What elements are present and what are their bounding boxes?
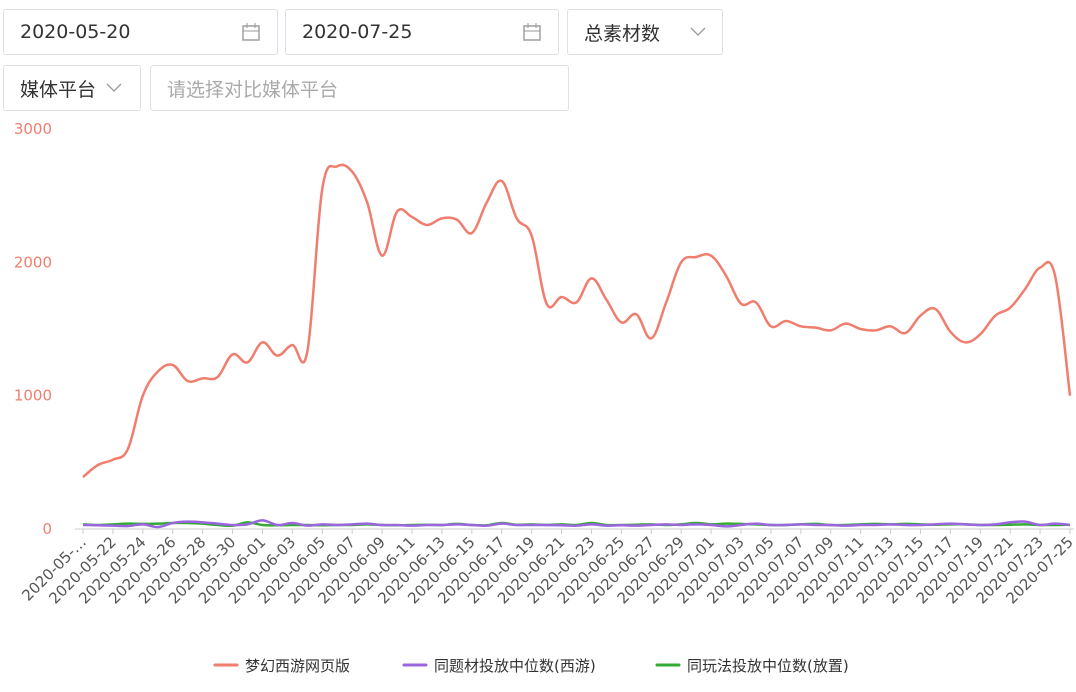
y-tick-label: 0: [42, 520, 52, 538]
start-date-input[interactable]: 2020-05-20: [3, 9, 278, 55]
chevron-icon: [690, 27, 706, 36]
y-tick-label: 1000: [14, 387, 52, 405]
calendar-icon: [242, 23, 260, 41]
metric: 总素材数: [584, 22, 661, 45]
legend-label: 同题材投放中位数(西游): [434, 657, 596, 675]
media-select[interactable]: 媒体平台: [3, 65, 141, 111]
end-date: 2020-07-25: [302, 21, 413, 43]
end-date-input[interactable]: 2020-07-25: [285, 9, 559, 55]
chevron-icon: [106, 83, 122, 92]
series-line: [82, 163, 1072, 478]
y-tick-label: 3000: [14, 120, 52, 138]
calendar-icon: [523, 23, 541, 41]
legend-label: 同玩法投放中位数(放置): [687, 657, 849, 675]
start-date: 2020-05-20: [20, 21, 131, 43]
metric-select[interactable]: 总素材数: [567, 9, 723, 55]
legend-label: 梦幻西游网页版: [245, 657, 350, 675]
series-line: [82, 519, 1071, 529]
y-tick-label: 2000: [14, 253, 52, 271]
compare-select[interactable]: 请选择对比媒体平台: [150, 65, 569, 111]
media: 媒体平台: [20, 78, 97, 101]
compare-placeholder: 请选择对比媒体平台: [167, 78, 339, 101]
